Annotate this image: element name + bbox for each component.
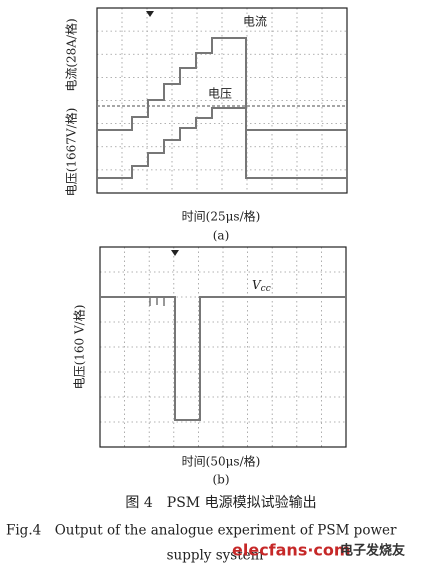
panel-tag: (b) <box>212 473 229 487</box>
voltage-label: 电压 <box>208 87 232 101</box>
grid <box>99 246 347 448</box>
x-label: 时间(50μs/格) <box>182 454 261 469</box>
caption-cn: 图 4 PSM 电源模拟试验输出 <box>125 495 316 511</box>
watermark-brand: 电子发烧友 <box>340 543 405 559</box>
y-label: 电压(1667V/格) <box>64 108 79 197</box>
scope-frame <box>96 7 348 194</box>
x-label: 时间(25μs/格) <box>182 209 261 224</box>
panel-b: Vcc 电压(160 V/格) 时间(50μs/格) (b) <box>72 246 347 487</box>
scope-frame <box>99 246 347 448</box>
caption-en: supply system <box>167 548 264 564</box>
voltage-trace <box>97 107 347 179</box>
glitch <box>149 297 165 306</box>
current-trace <box>97 37 347 131</box>
y-label: 电压(160 V/格) <box>72 305 87 390</box>
grid <box>96 7 348 194</box>
y-label: 电流(28A/格) <box>64 18 79 91</box>
panel-tag: (a) <box>213 229 230 243</box>
caption-en: Fig.4 Output of the analogue experiment … <box>6 523 397 539</box>
watermark: elecfans·com 电子发烧友 <box>232 541 405 560</box>
vcc-label: Vcc <box>252 278 271 294</box>
vcc-trace <box>100 296 346 421</box>
panel-a: 电流 电压 电压(1667V/格) 电流(28A/格) 时间(25μs/格) (… <box>64 7 348 243</box>
trigger-marker <box>171 250 179 256</box>
vcc-symbol: V <box>252 278 262 292</box>
current-label: 电流 <box>243 15 267 29</box>
watermark-site: elecfans·com <box>232 541 351 560</box>
trigger-marker <box>146 11 154 17</box>
vcc-subscript: cc <box>261 284 271 294</box>
